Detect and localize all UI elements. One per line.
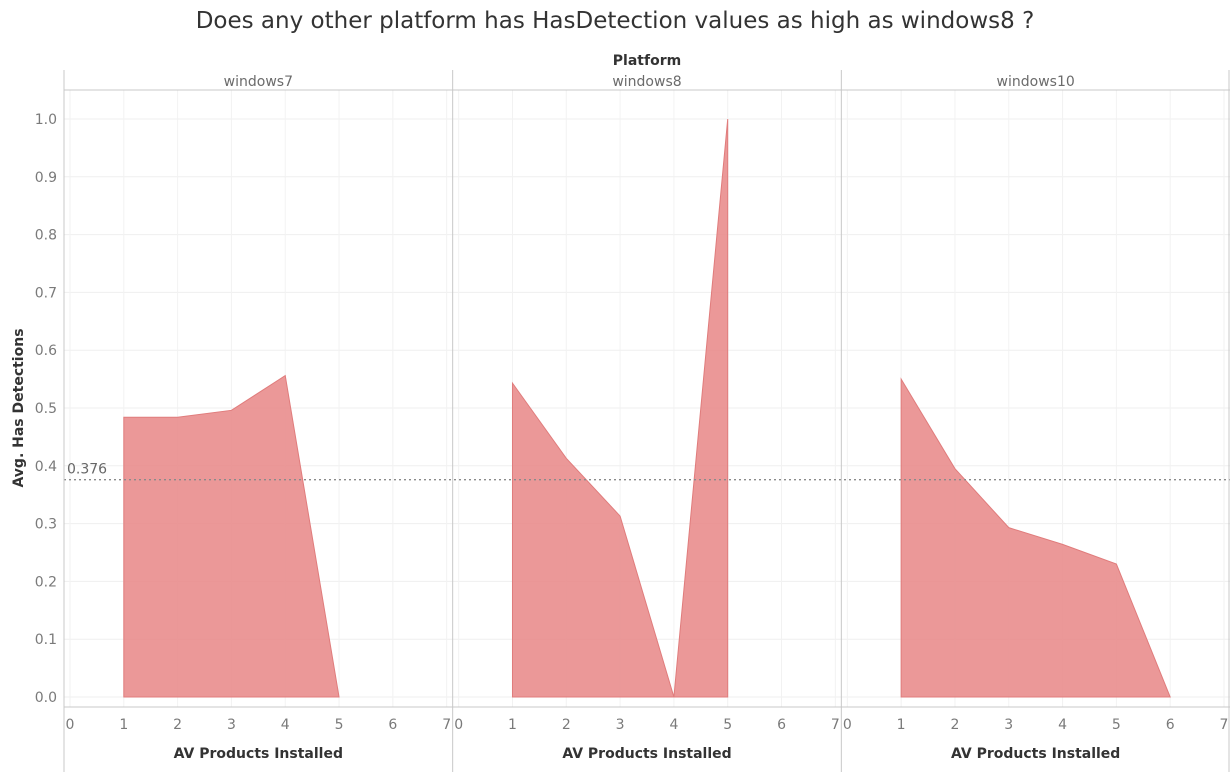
- x-tick-label: 4: [281, 717, 290, 733]
- x-tick-label: 3: [1004, 717, 1013, 733]
- x-tick-label: 1: [119, 717, 128, 733]
- x-tick-label: 4: [1058, 717, 1067, 733]
- y-tick-label: 0.8: [35, 228, 57, 244]
- x-tick-label: 0: [454, 717, 463, 733]
- x-tick-label: 7: [1220, 717, 1229, 733]
- x-tick-label: 6: [777, 717, 786, 733]
- y-tick-label: 0.9: [35, 170, 57, 186]
- x-axis-title: AV Products Installed: [174, 746, 343, 762]
- y-tick-label: 0.4: [35, 459, 57, 475]
- reference-line-label: 0.376: [67, 462, 107, 478]
- x-tick-label: 7: [831, 717, 840, 733]
- x-tick-label: 3: [616, 717, 625, 733]
- facet-header-label: Platform: [613, 53, 681, 69]
- area-series-windows7: [123, 374, 340, 698]
- x-tick-label: 6: [1166, 717, 1175, 733]
- x-tick-label: 7: [442, 717, 451, 733]
- y-tick-label: 0.0: [35, 690, 57, 706]
- y-tick-label: 0.1: [35, 632, 57, 648]
- x-axis-title: AV Products Installed: [562, 746, 731, 762]
- x-tick-label: 0: [843, 717, 852, 733]
- x-tick-label: 2: [562, 717, 571, 733]
- x-tick-label: 1: [897, 717, 906, 733]
- y-tick-label: 0.3: [35, 517, 57, 533]
- chart-title: Does any other platform has HasDetection…: [195, 8, 1035, 34]
- x-tick-label: 1: [508, 717, 517, 733]
- y-tick-label: 0.5: [35, 401, 57, 417]
- y-tick-label: 0.7: [35, 285, 57, 301]
- panel-header-windows8: windows8: [612, 74, 681, 90]
- x-tick-label: 5: [1112, 717, 1121, 733]
- x-tick-label: 2: [173, 717, 182, 733]
- x-tick-label: 2: [950, 717, 959, 733]
- y-tick-label: 0.2: [35, 574, 57, 590]
- x-axis-title: AV Products Installed: [951, 746, 1120, 762]
- x-tick-label: 0: [66, 717, 75, 733]
- x-tick-label: 5: [723, 717, 732, 733]
- x-tick-label: 4: [669, 717, 678, 733]
- panel-header-windows10: windows10: [997, 74, 1075, 90]
- y-tick-label: 1.0: [35, 112, 57, 128]
- panel-header-windows7: windows7: [224, 74, 293, 90]
- x-tick-label: 5: [335, 717, 344, 733]
- x-tick-label: 3: [227, 717, 236, 733]
- area-series-windows8: [511, 118, 729, 698]
- y-axis-title: Avg. Has Detections: [11, 328, 27, 487]
- y-tick-label: 0.6: [35, 343, 57, 359]
- x-tick-label: 6: [388, 717, 397, 733]
- area-series-windows10: [900, 377, 1171, 698]
